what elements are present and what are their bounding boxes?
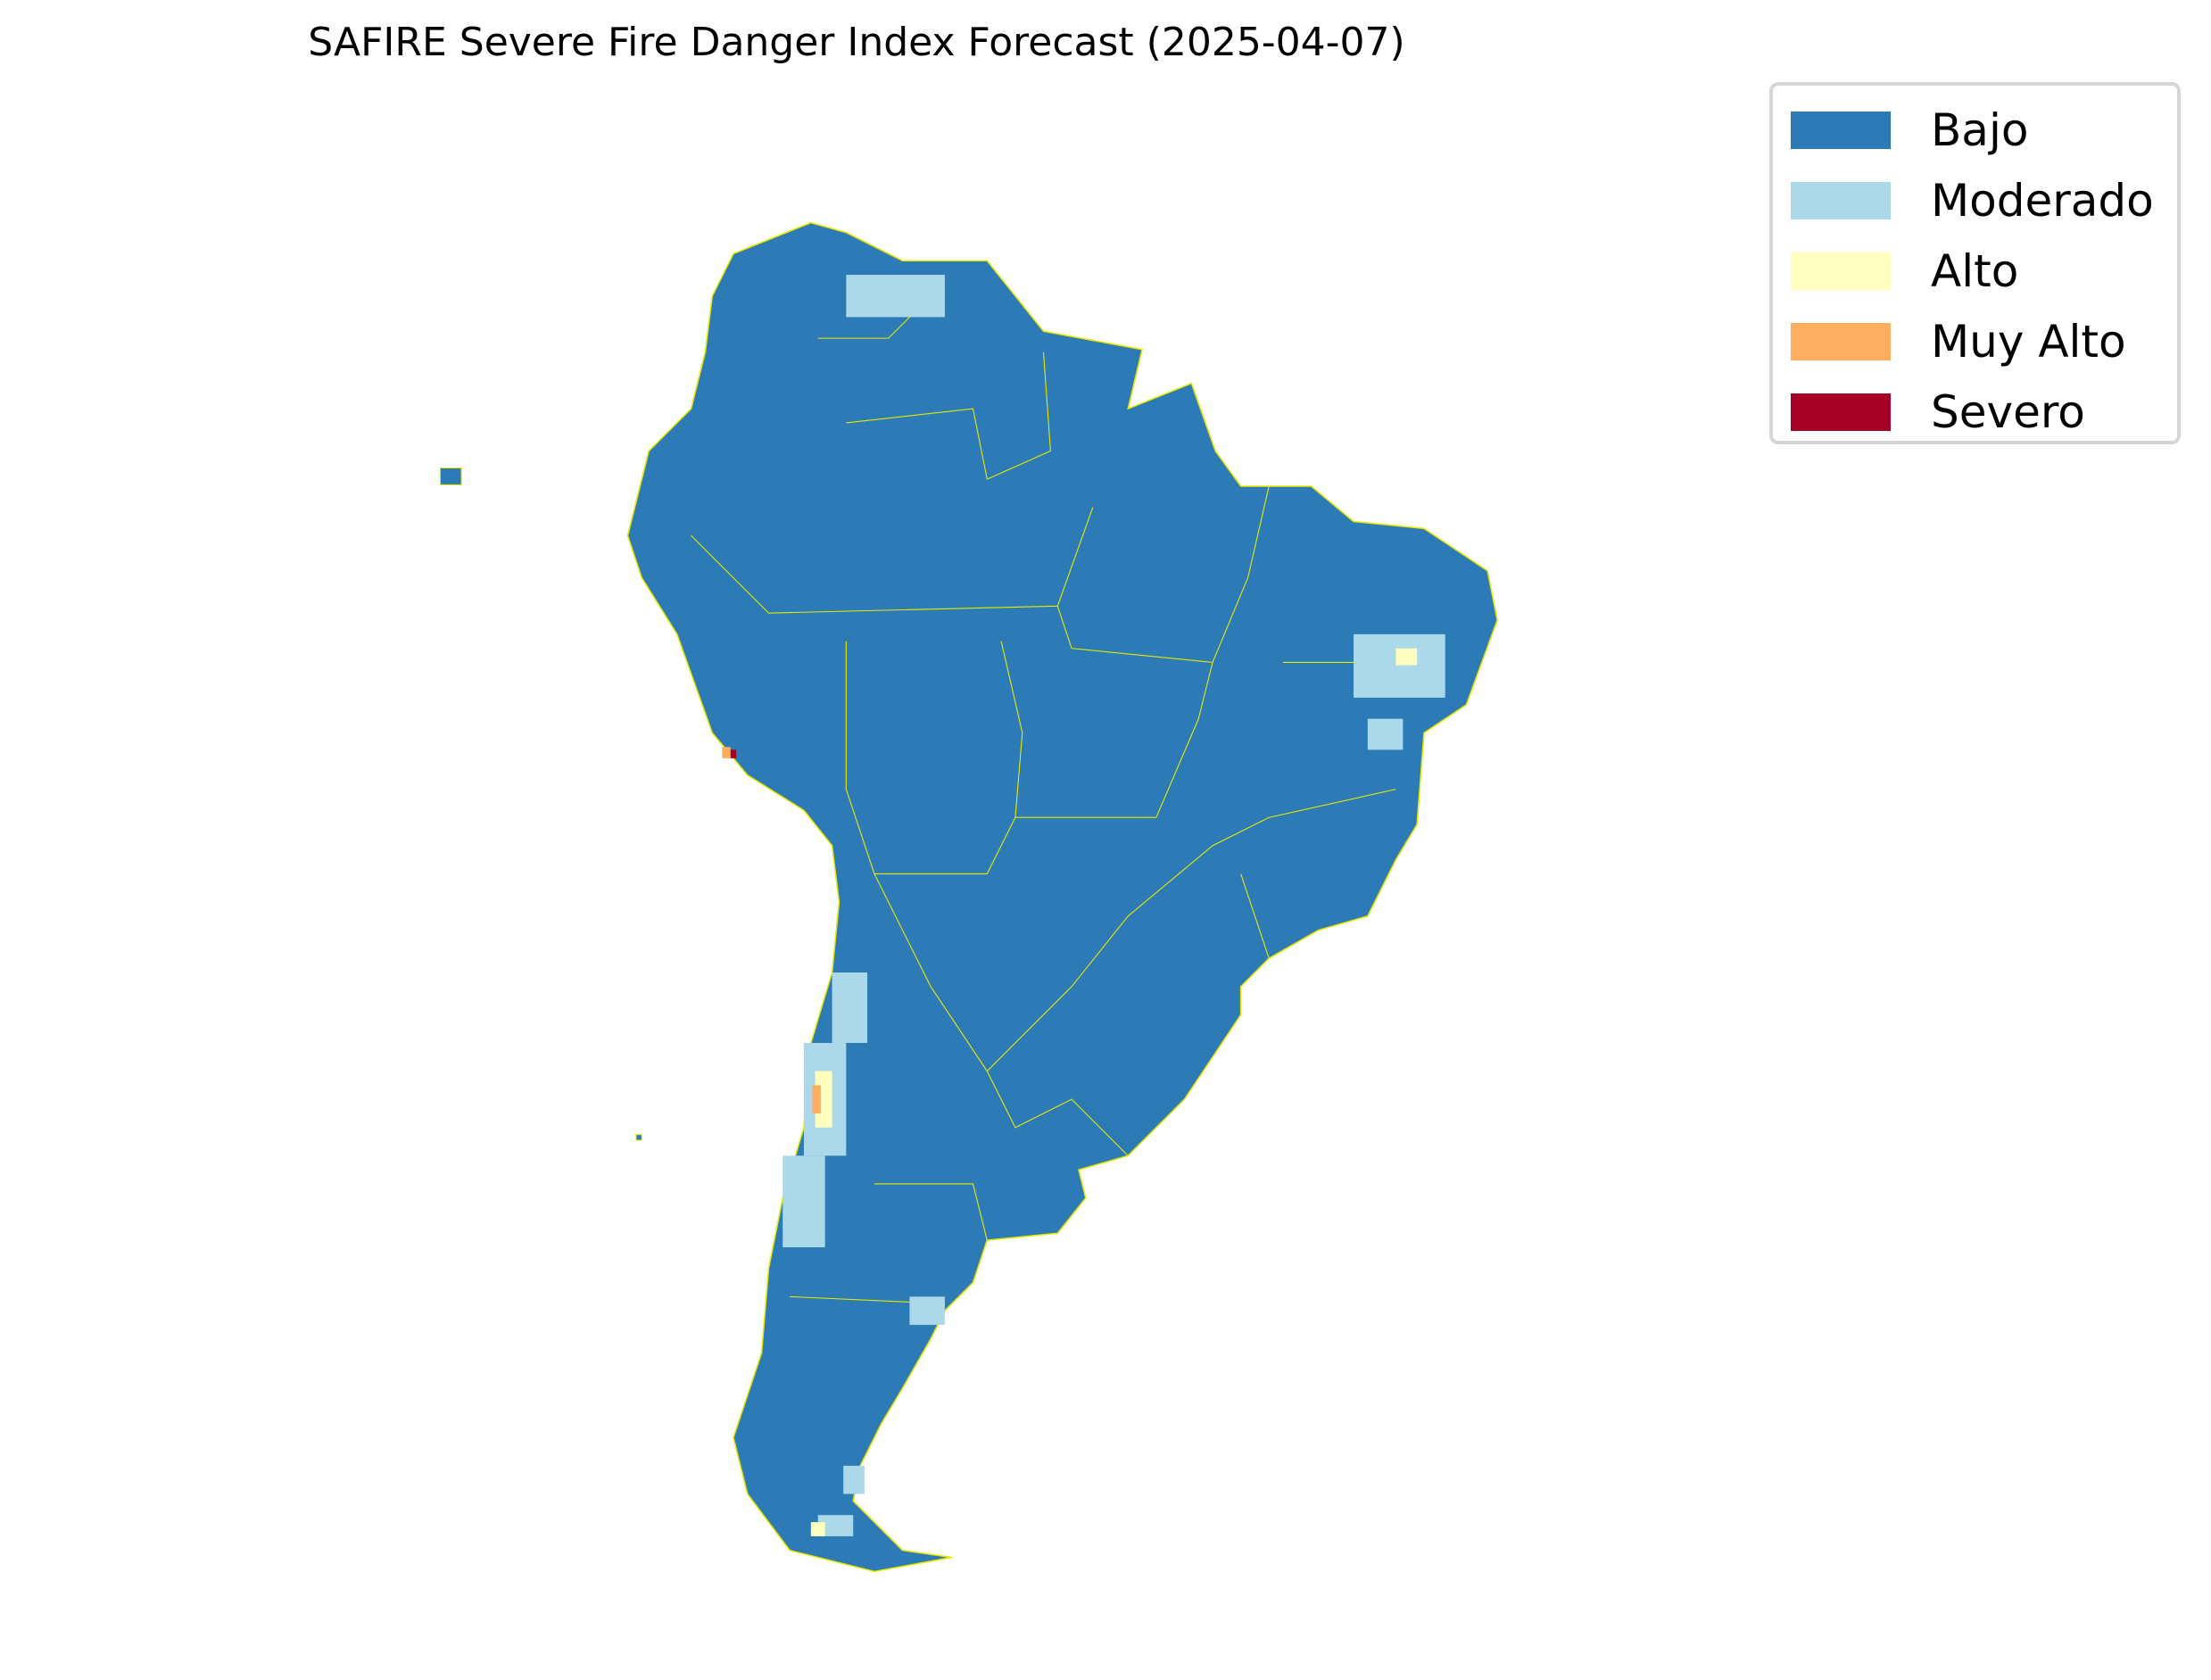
severo-area: [730, 749, 737, 758]
legend-swatch: [1791, 112, 1891, 149]
legend-item-muy-alto: Muy Alto: [1791, 316, 2126, 368]
legend-swatch: [1791, 393, 1891, 431]
legend-label: Muy Alto: [1931, 316, 2126, 368]
map-title: SAFIRE Severe Fire Danger Index Forecast…: [308, 20, 1405, 65]
internal-borders: [691, 295, 1411, 1304]
legend-item-bajo: Bajo: [1791, 104, 2029, 156]
islands: [439, 467, 642, 1141]
legend-item-severo: Severo: [1791, 386, 2085, 438]
legend-swatch: [1791, 182, 1891, 219]
legend-label: Bajo: [1931, 104, 2029, 156]
continent-bajo-area: [626, 221, 1498, 1573]
legend-label: Severo: [1931, 386, 2085, 438]
legend-label: Moderado: [1931, 175, 2154, 227]
legend-swatch: [1791, 252, 1891, 290]
legend: Bajo Moderado Alto Muy Alto Severo: [1769, 82, 2181, 444]
legend-swatch: [1791, 323, 1891, 360]
muy-alto-areas: [722, 747, 821, 1113]
legend-item-moderado: Moderado: [1791, 175, 2154, 227]
legend-label: Alto: [1931, 245, 2019, 297]
legend-item-alto: Alto: [1791, 245, 2019, 297]
